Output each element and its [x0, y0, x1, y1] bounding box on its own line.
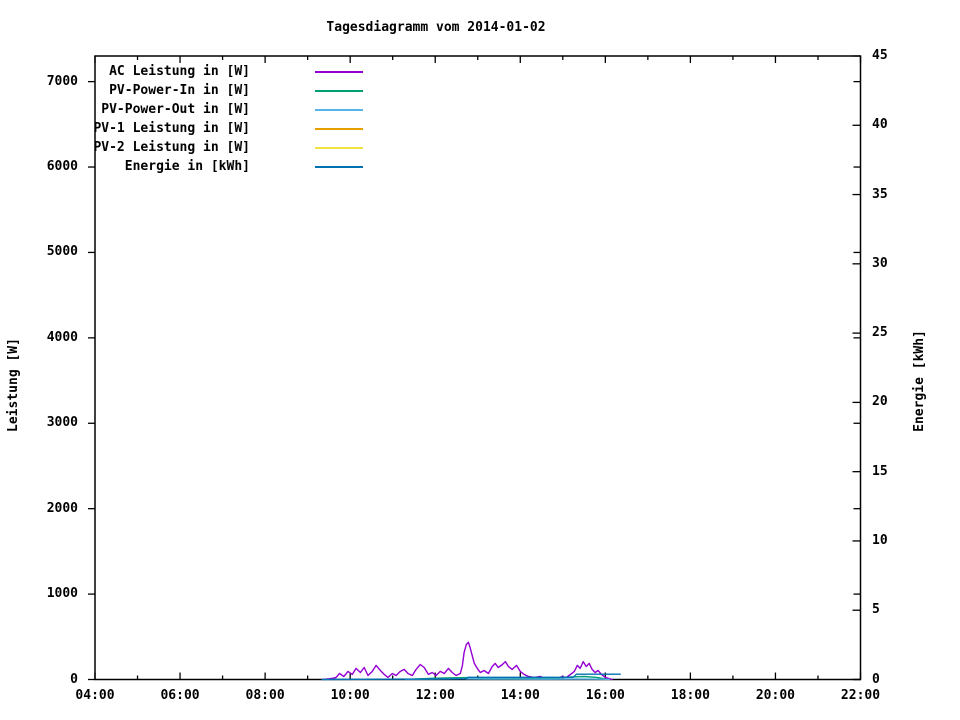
x-tick-label: 08:00 [245, 688, 285, 703]
y1-tick-label: 0 [70, 671, 78, 687]
x-tick-label: 12:00 [415, 688, 455, 703]
y1-tick-label: 1000 [46, 586, 78, 602]
y1-tick-label: 4000 [46, 329, 78, 345]
y2-tick-label: 15 [872, 463, 888, 479]
x-tick-label: 10:00 [330, 688, 370, 703]
series-line-1 [414, 675, 607, 680]
x-tick-label: 04:00 [75, 688, 115, 703]
chart-title: Tagesdiagramm vom 2014-01-02 [326, 20, 546, 35]
x-tick-label: 14:00 [500, 688, 540, 703]
x-tick-label: 16:00 [585, 688, 625, 703]
y2-tick-label: 0 [872, 671, 880, 687]
y2-tick-label: 45 [872, 48, 888, 63]
y2-tick-label: 35 [872, 186, 888, 202]
y1-tick-label: 2000 [46, 500, 78, 516]
y2-tick-label: 25 [872, 325, 888, 341]
y2-tick-label: 20 [872, 394, 888, 410]
x-tick-label: 18:00 [670, 688, 710, 703]
x-tick-label: 06:00 [160, 688, 200, 703]
y1-tick-label: 7000 [46, 73, 78, 89]
plot-border [94, 55, 862, 681]
y2-tick-label: 40 [872, 117, 888, 133]
y2-tick-label: 10 [872, 532, 888, 548]
y1-tick-label: 5000 [46, 244, 78, 260]
y1-tick-label: 6000 [46, 159, 78, 175]
x-tick-label: 22:00 [840, 688, 881, 703]
y1-tick-label: 3000 [46, 415, 78, 431]
y2-tick-label: 5 [872, 602, 880, 618]
series-line-0 [321, 641, 613, 681]
y2-tick-label: 30 [872, 255, 888, 271]
x-tick-label: 20:00 [755, 688, 795, 703]
y2-axis-title: Energie [kWh] [912, 330, 927, 432]
series-line-5 [321, 673, 621, 681]
